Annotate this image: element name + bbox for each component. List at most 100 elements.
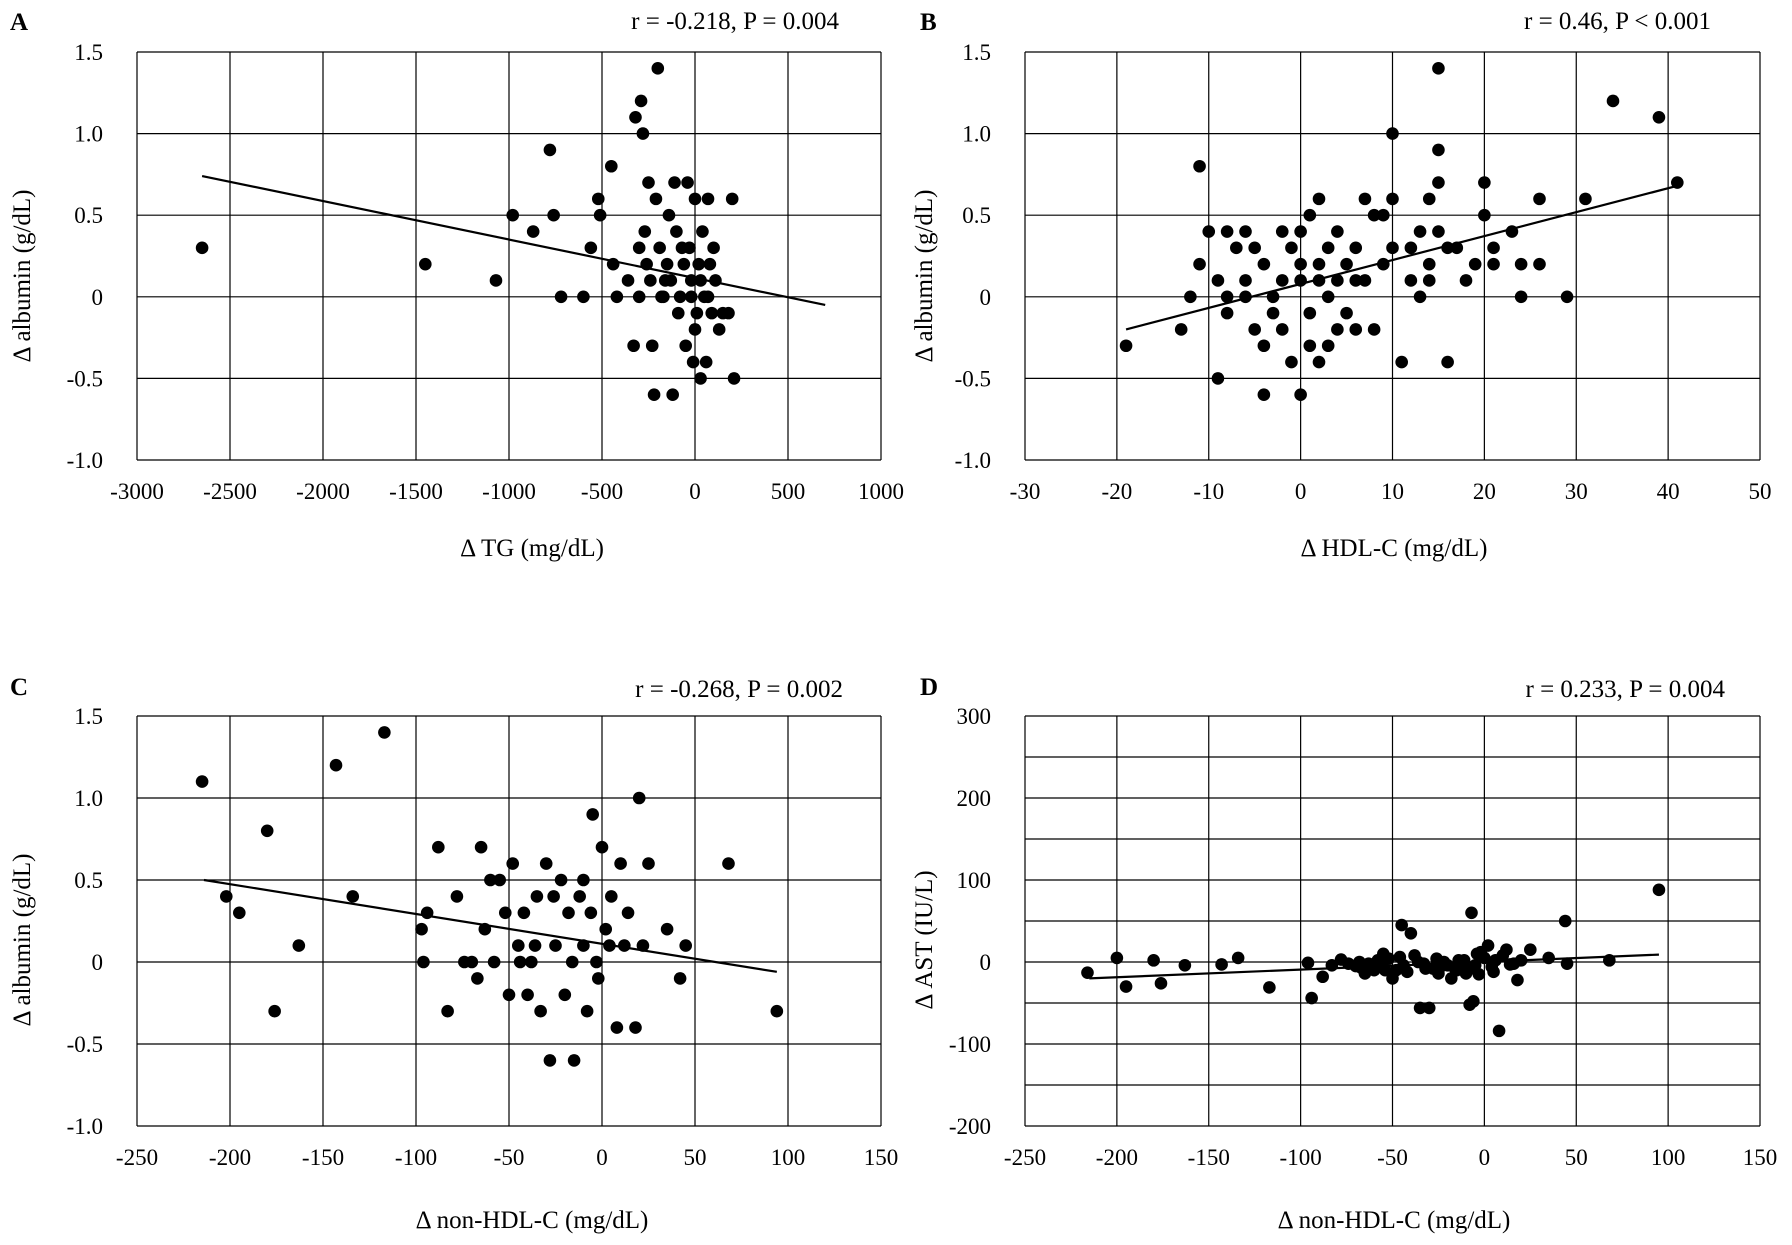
panel-b-x-tick-label: 10: [1381, 479, 1404, 504]
panel-b-data-point: [1377, 257, 1390, 271]
panel-b-data-point: [1119, 339, 1133, 353]
panel-c-data-point: [465, 955, 479, 969]
panel-b-data-point: [1331, 274, 1344, 287]
panel-c-points: [195, 726, 784, 1067]
panel-b-data-point: [1349, 274, 1363, 287]
panel-a-data-point: [621, 274, 635, 287]
panel-d-data-point: [1500, 943, 1513, 956]
panel-c-x-tick-label: -250: [116, 1145, 158, 1170]
panel-a-data-point: [506, 208, 520, 222]
panel-b-data-point: [1468, 257, 1482, 271]
panel-c-data-point: [506, 857, 520, 870]
panel-b-data-point: [1340, 306, 1353, 320]
panel-c-x-tick-label: 0: [596, 1145, 608, 1170]
panel-c-data-point: [673, 972, 687, 985]
panel-b-data-point: [1533, 257, 1546, 271]
panel-b-data-point: [1248, 323, 1261, 336]
panel-c-x-axis-label: Δ non-HDL-C (mg/dL): [416, 1207, 649, 1234]
panel-b-data-point: [1174, 323, 1188, 336]
panel-letter-b: B: [920, 9, 937, 36]
panel-d-data-point: [1467, 995, 1480, 1008]
panel-c-data-point: [513, 955, 527, 969]
panel-a-data-point: [712, 323, 726, 336]
panel-a-x-tick-label: 1000: [858, 479, 904, 504]
panel-b-data-point: [1533, 192, 1546, 206]
panel-b-data-point: [1257, 388, 1271, 402]
panel-d-data-point: [1316, 970, 1329, 984]
panel-d-x-tick-label: 0: [1479, 1145, 1491, 1170]
panel-b-data-point: [1220, 306, 1234, 320]
panel-c-data-point: [417, 955, 430, 969]
panel-b-y-axis-label: Δ albumin (g/dL): [911, 190, 938, 363]
panel-b-data-point: [1340, 257, 1353, 271]
panel-b-trendline: [1125, 184, 1678, 331]
panel-c-data-point: [512, 939, 525, 952]
panel-letter-d: D: [920, 674, 938, 701]
panel-a-data-point: [722, 306, 735, 320]
panel-b-data-point: [1422, 192, 1436, 206]
panel-d-x-tick-label: -200: [1096, 1145, 1138, 1170]
panel-b-y-tick-label: -1.0: [955, 448, 991, 473]
panel-d-data-point: [1119, 980, 1133, 993]
panel-a-data-point: [707, 241, 720, 255]
panel-d-data-point: [1353, 955, 1366, 969]
panel-d-points: [1081, 883, 1666, 1038]
panel-a-data-point: [705, 306, 719, 320]
panel-d-x-tick-label: -150: [1188, 1145, 1230, 1170]
panel-c-data-point: [577, 939, 590, 952]
panel-a-data-point: [195, 241, 209, 255]
panel-b-data-point: [1358, 274, 1372, 287]
panel-d-y-tick-label: 100: [957, 868, 992, 893]
panel-c-data-point: [636, 939, 650, 952]
panel-b-data-point: [1294, 257, 1307, 271]
panel-d-data-point: [1461, 963, 1475, 977]
panel-d-y-tick-label: 300: [957, 704, 992, 729]
panel-c-data-point: [580, 1004, 594, 1018]
panel-a-data-point: [645, 339, 659, 353]
panel-b-data-point: [1652, 110, 1666, 124]
panel-b: B r = 0.46, P < 0.001 Δ HDL-C (mg/dL) Δ …: [911, 8, 1772, 562]
panel-c-data-point: [378, 726, 391, 739]
panel-a-data-point: [543, 143, 557, 157]
panel-b-data-point: [1432, 62, 1445, 75]
panel-a-data-point: [670, 225, 683, 238]
panel-a-x-tick-label: 0: [689, 479, 701, 504]
panel-c-data-point: [558, 988, 572, 1002]
panel-d-data-point: [1411, 955, 1425, 969]
panel-d-data-point: [1492, 1024, 1506, 1038]
panel-a-data-point: [638, 225, 652, 238]
panel-d-x-tick-label: -50: [1377, 1145, 1408, 1170]
panel-a-x-tick-label: -500: [581, 479, 623, 504]
panel-b-data-point: [1193, 159, 1206, 173]
panel-c-data-point: [547, 890, 560, 903]
panel-a-data-point: [673, 290, 687, 304]
panel-d-data-point: [1375, 957, 1388, 970]
panel-c-data-point: [346, 890, 360, 903]
panel-a-data-point: [554, 290, 568, 304]
panel-c-data-point: [474, 840, 488, 854]
panel-c-y-tick-label: 1.0: [74, 786, 103, 811]
panel-d-data-point: [1395, 918, 1408, 932]
panel-c-data-point: [487, 955, 501, 969]
panel-b-x-tick-label: 50: [1749, 479, 1772, 504]
panel-d-data-point: [1231, 951, 1245, 965]
panel-b-data-point: [1257, 339, 1271, 353]
panel-c-data-point: [586, 808, 599, 821]
panel-a-data-point: [690, 306, 704, 320]
panel-a-data-point: [694, 372, 707, 385]
panel-d-data-point: [1558, 914, 1572, 928]
panel-c-data-point: [618, 939, 631, 952]
panel-a-y-tick-label: -1.0: [67, 448, 103, 473]
panel-b-data-point: [1275, 274, 1289, 287]
panel-a-data-point: [526, 225, 540, 238]
panel-a-data-point: [629, 110, 642, 124]
panel-b-x-tick-label: -30: [1010, 479, 1041, 504]
panel-b-data-point: [1459, 274, 1473, 287]
panel-d-data-point: [1325, 958, 1339, 972]
panel-a-data-point: [671, 306, 685, 320]
panel-a-data-point: [666, 388, 679, 402]
panel-a-data-point: [591, 192, 605, 206]
panel-a-y-axis-label: Δ albumin (g/dL): [9, 190, 36, 363]
panel-b-data-point: [1367, 323, 1381, 336]
panel-c-data-point: [722, 857, 735, 870]
